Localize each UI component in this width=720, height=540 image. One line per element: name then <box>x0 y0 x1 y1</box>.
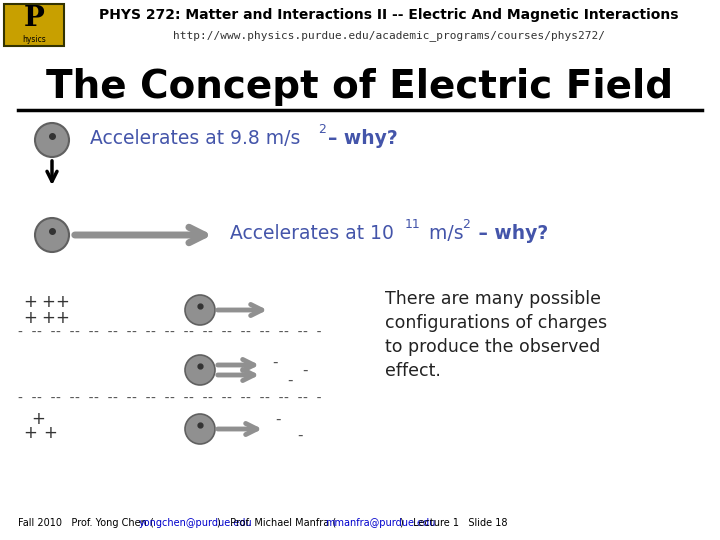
Text: -  -: - - <box>75 325 94 339</box>
Text: http://www.physics.purdue.edu/academic_programs/courses/phys272/: http://www.physics.purdue.edu/academic_p… <box>173 31 605 42</box>
Text: -  -: - - <box>37 325 55 339</box>
Text: Accelerates at 10: Accelerates at 10 <box>230 224 394 242</box>
Text: +: + <box>23 424 37 442</box>
Circle shape <box>185 355 215 385</box>
Text: -: - <box>297 428 302 442</box>
Text: There are many possible: There are many possible <box>385 290 601 308</box>
Text: -  -: - - <box>189 391 207 405</box>
Text: -: - <box>272 354 278 369</box>
Text: -  -: - - <box>208 391 227 405</box>
Text: PHYS 272: Matter and Interactions II -- Electric And Magnetic Interactions: PHYS 272: Matter and Interactions II -- … <box>99 8 678 22</box>
Text: Fall 2010   Prof. Yong Chen (: Fall 2010 Prof. Yong Chen ( <box>18 517 154 528</box>
Text: -  -: - - <box>246 325 264 339</box>
Text: +: + <box>23 293 37 311</box>
Text: -  -: - - <box>303 325 322 339</box>
Text: -  -: - - <box>189 325 207 339</box>
Circle shape <box>185 414 215 444</box>
Text: mmanfra@purdue.edu: mmanfra@purdue.edu <box>325 517 436 528</box>
Text: m/s: m/s <box>423 224 464 242</box>
Circle shape <box>35 123 69 157</box>
Text: -  -: - - <box>151 391 169 405</box>
Text: +: + <box>31 410 45 428</box>
Text: -  -: - - <box>75 391 94 405</box>
Text: -  -: - - <box>208 325 227 339</box>
Text: +: + <box>41 293 55 311</box>
Text: -  -: - - <box>94 391 112 405</box>
Text: -  -: - - <box>284 325 302 339</box>
Text: -  -: - - <box>18 391 37 405</box>
Text: -  -: - - <box>170 325 189 339</box>
Text: yongchen@purdue.edu: yongchen@purdue.edu <box>138 517 252 528</box>
Text: -  -: - - <box>113 391 132 405</box>
Text: to produce the observed: to produce the observed <box>385 338 600 356</box>
Text: -  -: - - <box>113 325 132 339</box>
Text: 11: 11 <box>405 218 420 231</box>
Text: -: - <box>275 411 281 427</box>
Text: -  -: - - <box>56 391 74 405</box>
FancyBboxPatch shape <box>4 4 64 46</box>
Text: )   Lecture 1   Slide 18: ) Lecture 1 Slide 18 <box>400 517 508 528</box>
Text: P: P <box>24 5 45 32</box>
Text: -  -: - - <box>265 325 284 339</box>
Text: -  -: - - <box>132 391 150 405</box>
Text: 2: 2 <box>318 123 326 136</box>
Text: +: + <box>43 424 57 442</box>
Text: – why?: – why? <box>328 129 397 147</box>
Text: 2: 2 <box>462 218 470 231</box>
Text: -  -: - - <box>246 391 264 405</box>
Text: -  -: - - <box>18 325 37 339</box>
Circle shape <box>35 218 69 252</box>
Text: -  -: - - <box>170 391 189 405</box>
Text: – why?: – why? <box>472 224 548 242</box>
Text: +: + <box>41 309 55 327</box>
Text: -  -: - - <box>56 325 74 339</box>
Text: +: + <box>55 293 69 311</box>
Text: -  -: - - <box>37 391 55 405</box>
Text: +: + <box>23 309 37 327</box>
Text: Accelerates at 9.8 m/s: Accelerates at 9.8 m/s <box>90 129 300 147</box>
Text: -  -: - - <box>227 325 246 339</box>
Text: -  -: - - <box>303 391 322 405</box>
Text: configurations of charges: configurations of charges <box>385 314 607 332</box>
Text: hysics: hysics <box>22 35 46 44</box>
Text: -  -: - - <box>265 391 284 405</box>
Text: -  -: - - <box>227 391 246 405</box>
Text: The Concept of Electric Field: The Concept of Electric Field <box>46 68 674 106</box>
Text: +: + <box>55 309 69 327</box>
Text: )   Prof. Michael Manfra (: ) Prof. Michael Manfra ( <box>217 517 336 528</box>
Text: -  -: - - <box>284 391 302 405</box>
Text: effect.: effect. <box>385 362 441 380</box>
Text: -: - <box>302 362 307 377</box>
Text: -  -: - - <box>132 325 150 339</box>
Circle shape <box>185 295 215 325</box>
Text: -: - <box>287 373 293 388</box>
Text: -  -: - - <box>151 325 169 339</box>
Text: -  -: - - <box>94 325 112 339</box>
